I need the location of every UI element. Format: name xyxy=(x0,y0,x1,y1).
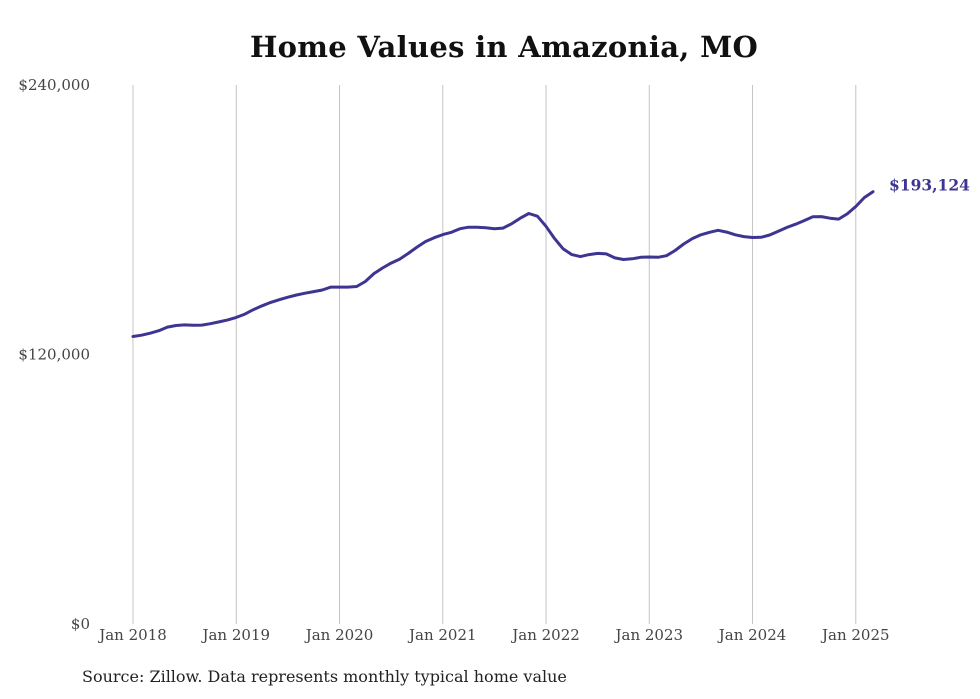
y-tick-label: $0 xyxy=(71,615,90,633)
x-tick-label: Jan 2023 xyxy=(613,626,683,644)
y-axis-ticks: $240,000 $120,000 $0 xyxy=(18,76,90,633)
x-axis-ticks: Jan 2018 Jan 2019 Jan 2020 Jan 2021 Jan 2022… xyxy=(97,626,889,644)
gridlines xyxy=(132,85,857,624)
series-layer: $193,124 xyxy=(131,176,970,338)
x-tick-label: Jan 2024 xyxy=(717,626,787,644)
x-tick-label: Jan 2022 xyxy=(510,626,580,644)
x-tick-label: Jan 2020 xyxy=(304,626,374,644)
x-tick-label: Jan 2021 xyxy=(407,626,477,644)
end-value-label: $193,124 xyxy=(889,176,970,195)
y-tick-label: $240,000 xyxy=(18,76,90,94)
series-line xyxy=(131,190,875,338)
x-tick-label: Jan 2018 xyxy=(97,626,167,644)
x-tick-label: Jan 2025 xyxy=(820,626,890,644)
source-note: Source: Zillow. Data represents monthly … xyxy=(82,667,567,686)
x-tick-label: Jan 2019 xyxy=(200,626,270,644)
y-tick-label: $120,000 xyxy=(18,346,90,364)
chart-title: Home Values in Amazonia, MO xyxy=(249,30,759,64)
